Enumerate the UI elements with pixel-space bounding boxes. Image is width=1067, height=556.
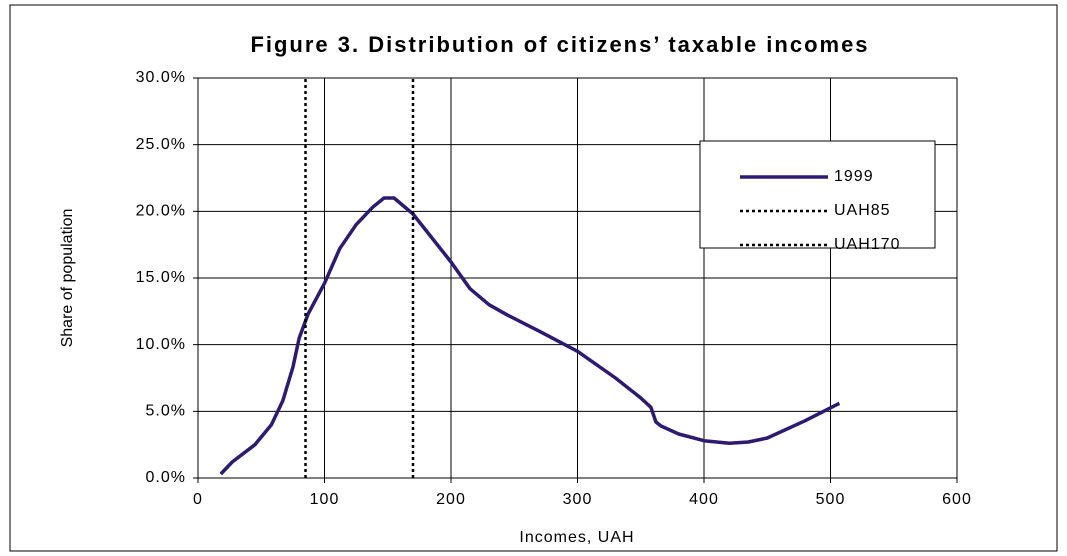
y-tick-label: 30.0% bbox=[136, 69, 186, 86]
legend-label: UAH85 bbox=[834, 202, 891, 219]
y-tick-label: 25.0% bbox=[136, 136, 186, 153]
legend-label: UAH170 bbox=[834, 236, 900, 253]
series-line bbox=[219, 196, 841, 476]
legend-label: 1999 bbox=[834, 168, 874, 185]
x-tick-label: 400 bbox=[689, 491, 719, 508]
x-axis-label: Incomes, UAH bbox=[519, 529, 634, 546]
y-axis-label: Share of population bbox=[59, 209, 76, 348]
y-tick-label: 5.0% bbox=[146, 403, 186, 420]
x-tick-label: 0 bbox=[193, 491, 203, 508]
y-tick-label: 15.0% bbox=[136, 269, 186, 286]
y-tick-label: 10.0% bbox=[136, 336, 186, 353]
legend-box bbox=[699, 140, 936, 249]
x-tick-label: 300 bbox=[563, 491, 593, 508]
x-tick-label: 200 bbox=[436, 491, 466, 508]
y-tick-label: 0.0% bbox=[146, 469, 186, 486]
x-tick-label: 100 bbox=[310, 491, 340, 508]
chart-title: Figure 3. Distribution of citizens’ taxa… bbox=[250, 32, 869, 57]
y-tick-label: 20.0% bbox=[136, 203, 186, 220]
x-tick-label: 600 bbox=[942, 491, 972, 508]
x-tick-label: 500 bbox=[816, 491, 846, 508]
